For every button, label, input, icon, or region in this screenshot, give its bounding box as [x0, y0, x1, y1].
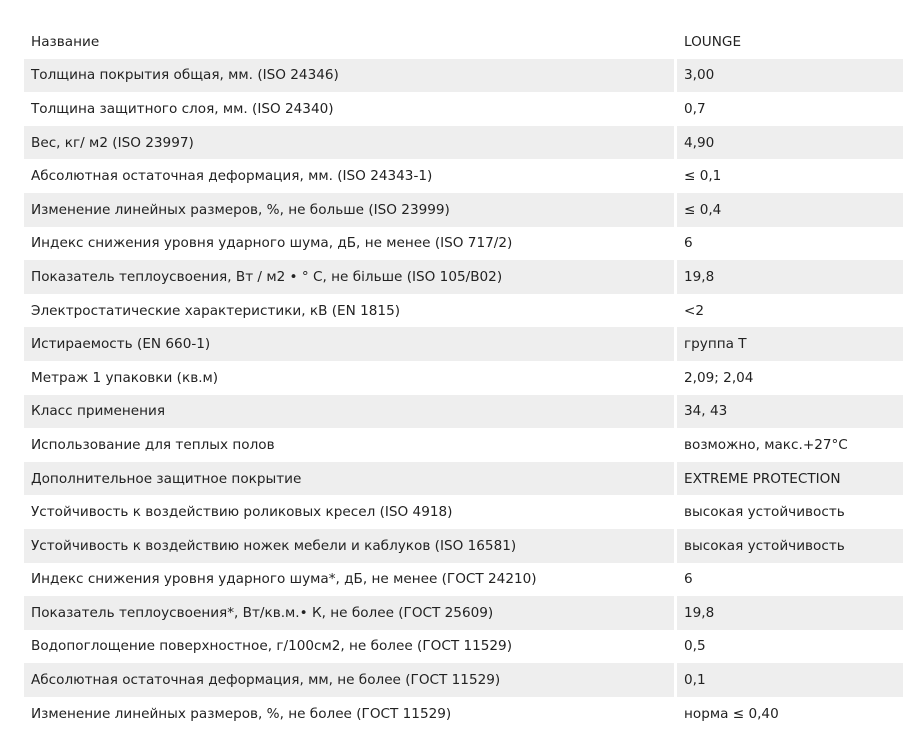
table-row: Изменение линейных размеров, %, не больш… [24, 192, 903, 227]
spec-label: Абсолютная остаточная деформация, мм. (I… [31, 168, 433, 185]
spec-value: 19,8 [677, 596, 903, 630]
table-row: Водопоглощение поверхностное, г/100см2, … [24, 630, 903, 664]
spec-value: 2,09; 2,04 [684, 369, 754, 386]
spec-value: EXTREME PROTECTION [677, 461, 903, 496]
spec-value: 0,5 [684, 638, 706, 655]
table-row: Абсолютная остаточная деформация, мм. (I… [24, 159, 903, 193]
spec-value: группа Т [677, 327, 903, 361]
spec-label: Изменение линейных размеров, %, не более… [31, 705, 452, 722]
table-row: Толщина покрытия общая, мм. (ISO 24346) 3… [24, 58, 903, 93]
table-row: Название LOUNGE [24, 25, 903, 59]
spec-value: 34, 43 [677, 394, 903, 429]
table-row: Истираемость (EN 660-1) группа Т [24, 327, 903, 361]
spec-value: <2 [684, 302, 705, 319]
spec-label: Толщина покрытия общая, мм. (ISO 24346) [24, 58, 674, 93]
spec-value: 3,00 [677, 58, 903, 93]
spec-label: Истираемость (EN 660-1) [24, 327, 674, 361]
spec-label: Показатель теплоусвоения*, Вт/кв.м.• К, … [24, 596, 674, 630]
spec-label: Класс применения [24, 394, 674, 429]
spec-label: Абсолютная остаточная деформация, мм, не… [24, 663, 674, 697]
table-row: Устойчивость к воздействию ножек мебели … [24, 528, 903, 563]
spec-label: Водопоглощение поверхностное, г/100см2, … [31, 638, 512, 655]
table-row: Абсолютная остаточная деформация, мм, не… [24, 663, 903, 697]
table-row: Вес, кг/ м2 (ISO 23997) 4,90 [24, 125, 903, 160]
spec-label: Устойчивость к воздействию роликовых кре… [31, 504, 453, 521]
spec-value: LOUNGE [684, 33, 742, 50]
spec-value: высокая устойчивость [677, 528, 903, 563]
spec-value: 6 [684, 571, 693, 588]
table-row: Метраж 1 упаковки (кв.м) 2,09; 2,04 [24, 361, 903, 395]
specs-table: Название LOUNGE Толщина покрытия общая, мм… [21, 25, 906, 730]
spec-label: Толщина защитного слоя, мм. (ISO 24340) [31, 100, 334, 117]
spec-value: 19,8 [677, 260, 903, 294]
table-row: Показатель теплоусвоения, Вт / м2 • ° С,… [24, 260, 903, 294]
spec-label: Метраж 1 упаковки (кв.м) [31, 369, 219, 386]
spec-label: Изменение линейных размеров, %, не больш… [24, 192, 674, 227]
specs-table-body: Название LOUNGE Толщина покрытия общая, мм… [24, 25, 903, 730]
spec-value: высокая устойчивость [684, 504, 845, 521]
table-row: Изменение линейных размеров, %, не более… [24, 697, 903, 731]
spec-value: 6 [684, 235, 693, 252]
spec-label: Использование для теплых полов [31, 436, 275, 453]
spec-label: Индекс снижения уровня ударного шума*, д… [31, 571, 537, 588]
spec-value: норма ≤ 0,40 [684, 705, 779, 722]
table-row: Индекс снижения уровня ударного шума, дБ… [24, 227, 903, 261]
spec-label: Устойчивость к воздействию ножек мебели … [24, 528, 674, 563]
spec-value: ≤ 0,4 [677, 192, 903, 227]
spec-label: Показатель теплоусвоения, Вт / м2 • ° С,… [24, 260, 674, 294]
table-row: Использование для теплых полов возможно, … [24, 428, 903, 462]
spec-value: возможно, макс.+27°C [684, 436, 848, 453]
spec-label: Вес, кг/ м2 (ISO 23997) [24, 125, 674, 160]
table-row: Показатель теплоусвоения*, Вт/кв.м.• К, … [24, 596, 903, 630]
table-row: Индекс снижения уровня ударного шума*, д… [24, 563, 903, 597]
spec-label: Название [31, 33, 100, 50]
table-row: Толщина защитного слоя, мм. (ISO 24340) 0… [24, 92, 903, 126]
table-row: Электростатические характеристики, кВ (E… [24, 294, 903, 328]
table-row: Устойчивость к воздействию роликовых кре… [24, 495, 903, 529]
spec-label: Индекс снижения уровня ударного шума, дБ… [31, 235, 513, 252]
table-row: Класс применения 34, 43 [24, 394, 903, 429]
table-row: Дополнительное защитное покрытие EXTREME … [24, 461, 903, 496]
spec-label: Электростатические характеристики, кВ (E… [31, 302, 401, 319]
spec-label: Дополнительное защитное покрытие [24, 461, 674, 496]
spec-value: 0,7 [684, 100, 706, 117]
spec-value: ≤ 0,1 [684, 168, 722, 185]
spec-value: 4,90 [677, 125, 903, 160]
spec-value: 0,1 [677, 663, 903, 697]
